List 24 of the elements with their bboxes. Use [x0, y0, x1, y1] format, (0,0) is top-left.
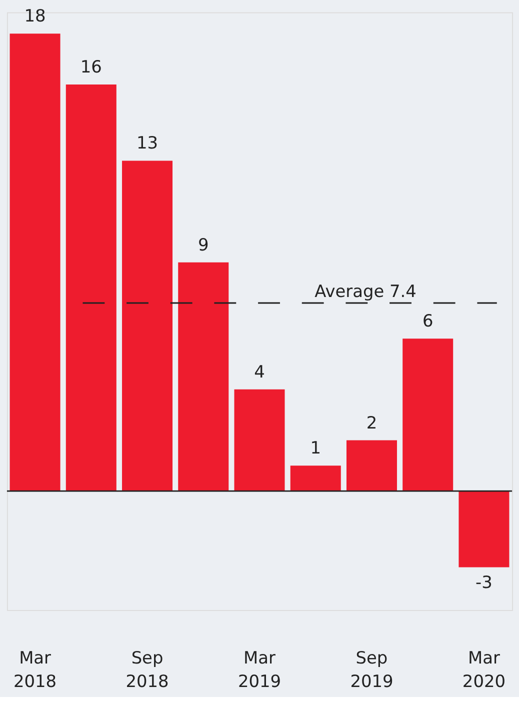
- x-tick-label: Mar 2019: [238, 647, 282, 692]
- data-label: 4: [254, 361, 265, 382]
- x-tick-label: Sep 2018: [126, 647, 169, 692]
- data-label: 13: [136, 132, 158, 153]
- bar: [402, 338, 454, 492]
- bar: [290, 466, 341, 492]
- bar: [458, 491, 510, 568]
- data-label: 1: [310, 438, 322, 458]
- ref-line-label: Average 7.4: [314, 281, 416, 302]
- data-label: 9: [198, 234, 209, 254]
- bar: [66, 84, 116, 492]
- data-label: -3: [476, 572, 492, 592]
- x-tick-label: Mar 2020: [462, 647, 506, 692]
- bar: [346, 440, 397, 492]
- data-label: 6: [422, 310, 434, 331]
- bar: [234, 389, 285, 492]
- data-label: 2: [366, 412, 378, 432]
- data-label: 16: [80, 56, 102, 77]
- bar: [10, 34, 60, 492]
- x-tick-label: Mar 2018: [13, 647, 57, 692]
- data-label: 18: [24, 6, 46, 26]
- x-tick-label: Sep 2019: [350, 647, 394, 692]
- bar: [122, 160, 173, 492]
- bar: [178, 262, 229, 492]
